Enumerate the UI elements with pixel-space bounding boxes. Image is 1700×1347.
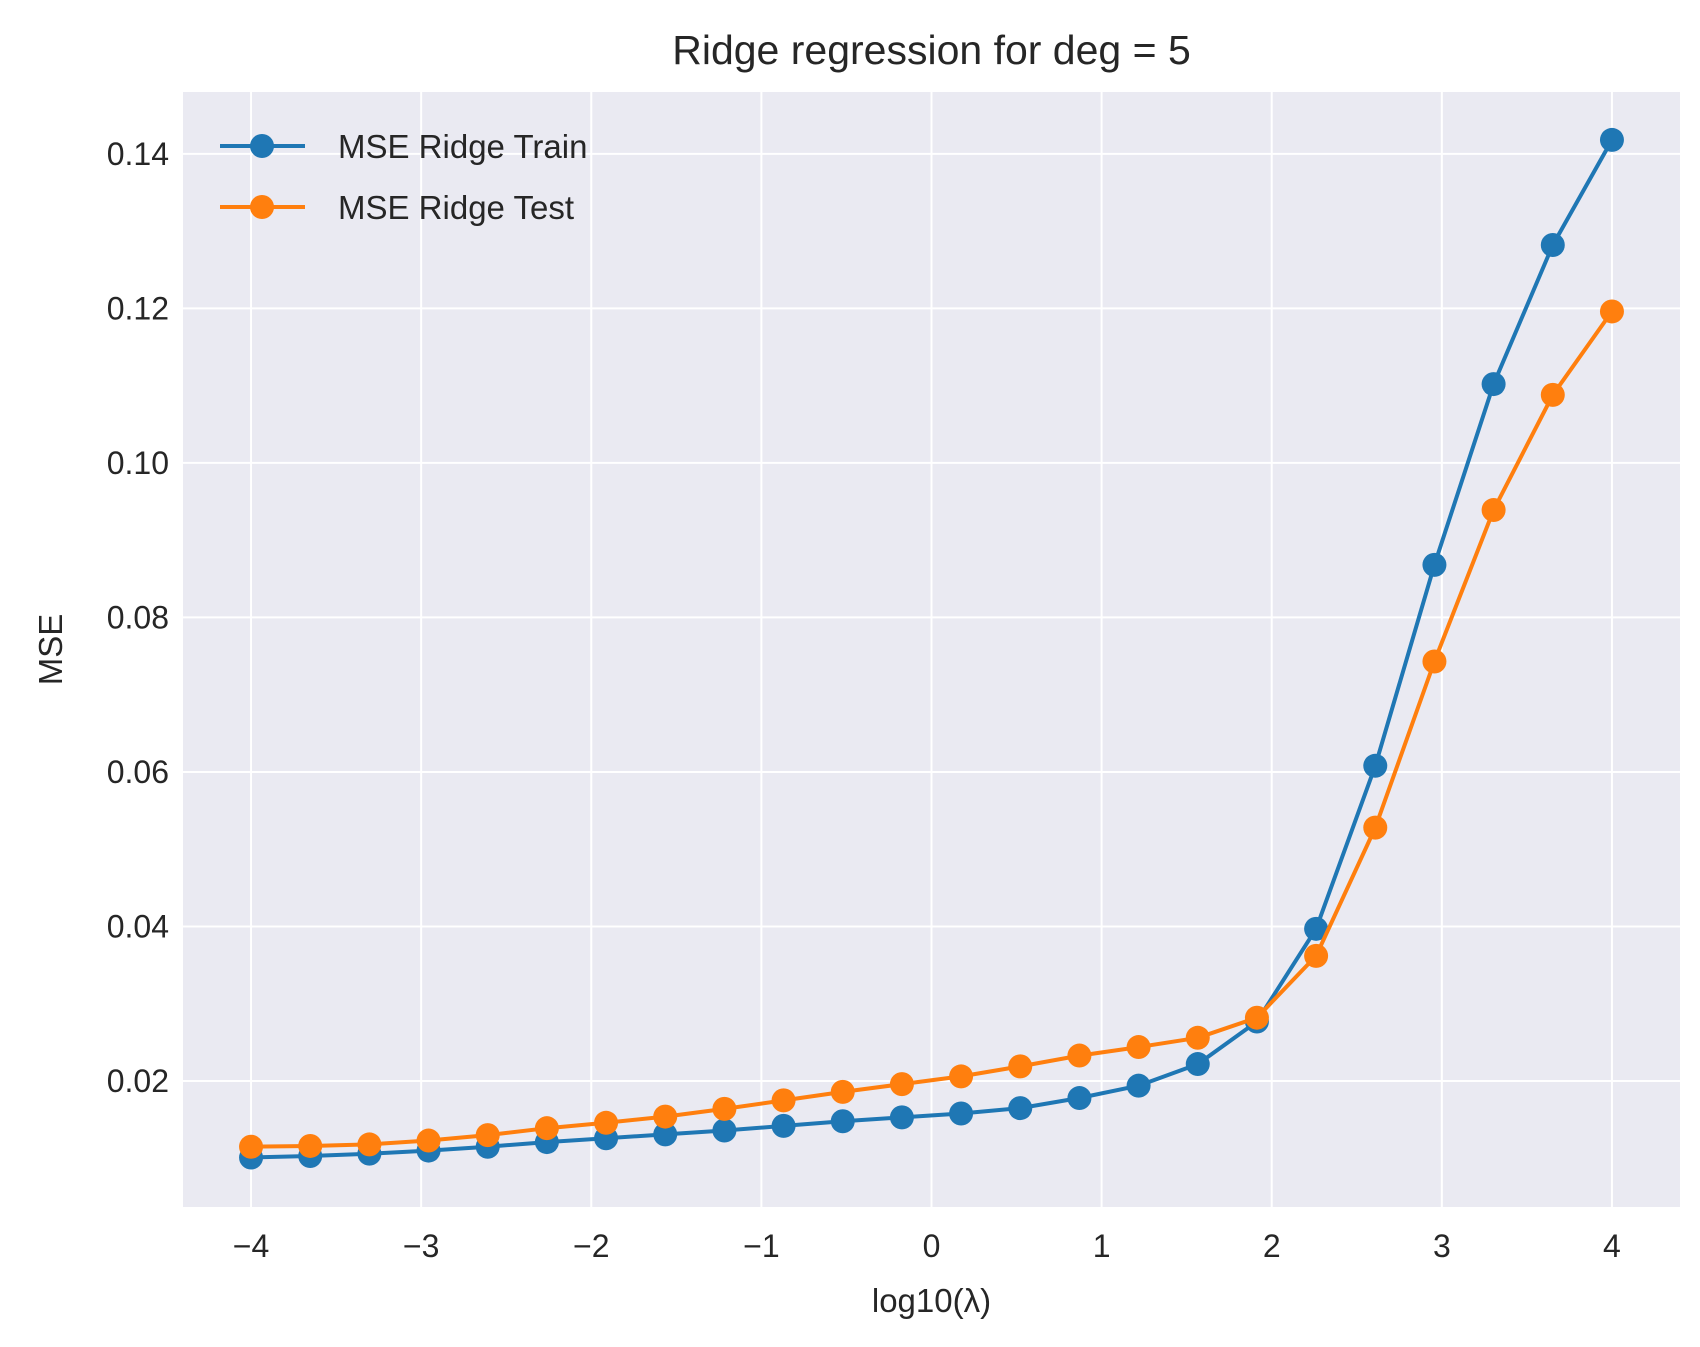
legend-label: MSE Ridge Train [338,128,587,165]
legend-label: MSE Ridge Test [338,189,574,226]
y-axis-ticks: 0.02 0.04 0.06 0.08 0.10 0.12 0.14 [107,136,169,1099]
data-point [1599,127,1624,152]
data-point [1304,943,1329,968]
data-point [357,1132,382,1157]
x-tick-label: 4 [1603,1228,1621,1264]
y-axis-label: MSE [32,614,69,686]
data-point [1067,1043,1092,1068]
x-tick-label: −2 [573,1228,609,1264]
data-point [416,1128,441,1153]
data-point [1067,1086,1092,1111]
legend-item: MSE Ridge Test [220,189,574,226]
grid [183,92,1680,1207]
data-point [653,1122,678,1147]
data-point [1540,382,1565,407]
data-point [712,1118,737,1143]
data-point [771,1113,796,1138]
y-tick-label: 0.12 [107,290,169,326]
data-point [1126,1073,1151,1098]
data-point [475,1123,500,1148]
x-tick-label: 3 [1433,1228,1451,1264]
y-tick-label: 0.14 [107,136,169,172]
data-point [1363,753,1388,778]
x-tick-label: 1 [1093,1228,1111,1264]
data-point [1599,299,1624,324]
data-point [239,1134,264,1159]
data-point [594,1110,619,1135]
data-point [1363,815,1388,840]
data-point [534,1116,559,1141]
legend-marker [250,134,274,158]
y-tick-label: 0.04 [107,909,169,945]
data-point [889,1072,914,1097]
data-point [771,1088,796,1113]
legend: MSE Ridge Train MSE Ridge Test [220,128,587,226]
data-point [653,1104,678,1129]
data-point [1185,1025,1210,1050]
x-axis-label: log10(λ) [872,1282,991,1319]
data-point [712,1096,737,1121]
data-point [949,1101,974,1126]
chart-title: Ridge regression for deg = 5 [672,27,1191,73]
legend-item: MSE Ridge Train [220,128,587,165]
data-point [1185,1052,1210,1077]
data-point [830,1079,855,1104]
data-point [1008,1096,1033,1121]
data-point [1481,498,1506,523]
x-tick-label: −3 [403,1228,439,1264]
data-point [1481,372,1506,397]
series-2 [239,299,1624,1159]
data-point [889,1105,914,1130]
y-tick-label: 0.08 [107,599,169,635]
data-point [298,1133,323,1158]
data-point [830,1109,855,1134]
y-tick-label: 0.10 [107,445,169,481]
x-tick-label: 0 [923,1228,941,1264]
series-layer [239,127,1624,1170]
data-point [1422,552,1447,577]
data-point [1126,1035,1151,1060]
data-point [1540,232,1565,257]
y-tick-label: 0.06 [107,754,169,790]
x-tick-label: 2 [1263,1228,1281,1264]
data-point [949,1064,974,1089]
x-tick-label: −4 [233,1228,269,1264]
y-tick-label: 0.02 [107,1063,169,1099]
data-point [1422,649,1447,674]
x-tick-label: −1 [743,1228,779,1264]
data-point [1244,1005,1269,1030]
x-axis-ticks: −4 −3 −2 −1 0 1 2 3 4 [233,1228,1621,1264]
data-point [1008,1054,1033,1079]
data-point [1304,916,1329,941]
legend-marker [250,195,274,219]
